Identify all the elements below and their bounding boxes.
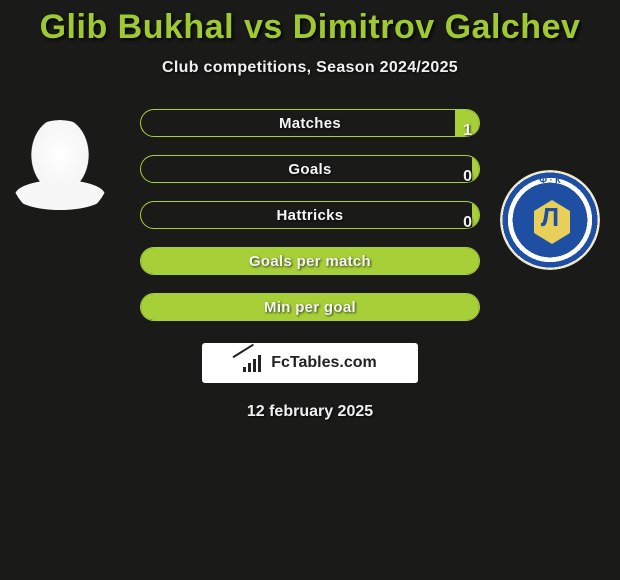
stat-label: Goals <box>141 156 479 182</box>
stat-value-right: 0 <box>463 155 472 199</box>
stats-container: Matches1Goals0Hattricks0Goals per matchM… <box>0 109 620 339</box>
stat-label: Min per goal <box>141 294 479 320</box>
stat-row: Min per goal <box>0 293 620 339</box>
stat-bar: Matches <box>140 109 480 137</box>
stat-value-right: 1 <box>463 109 472 153</box>
stat-label: Hattricks <box>141 202 479 228</box>
stat-label: Matches <box>141 110 479 136</box>
watermark-text: FcTables.com <box>271 354 377 372</box>
watermark: FcTables.com <box>202 343 418 383</box>
stat-row: Goals0 <box>0 155 620 201</box>
stat-row: Goals per match <box>0 247 620 293</box>
stat-value-right: 0 <box>463 201 472 245</box>
stat-row: Matches1 <box>0 109 620 155</box>
stat-bar: Hattricks <box>140 201 480 229</box>
stat-bar: Goals per match <box>140 247 480 275</box>
stat-label: Goals per match <box>141 248 479 274</box>
stat-row: Hattricks0 <box>0 201 620 247</box>
chart-icon <box>243 354 265 372</box>
page-subtitle: Club competitions, Season 2024/2025 <box>0 59 620 77</box>
stat-bar: Min per goal <box>140 293 480 321</box>
page-title: Glib Bukhal vs Dimitrov Galchev <box>0 0 620 47</box>
stat-bar: Goals <box>140 155 480 183</box>
footer-date: 12 february 2025 <box>0 403 620 421</box>
